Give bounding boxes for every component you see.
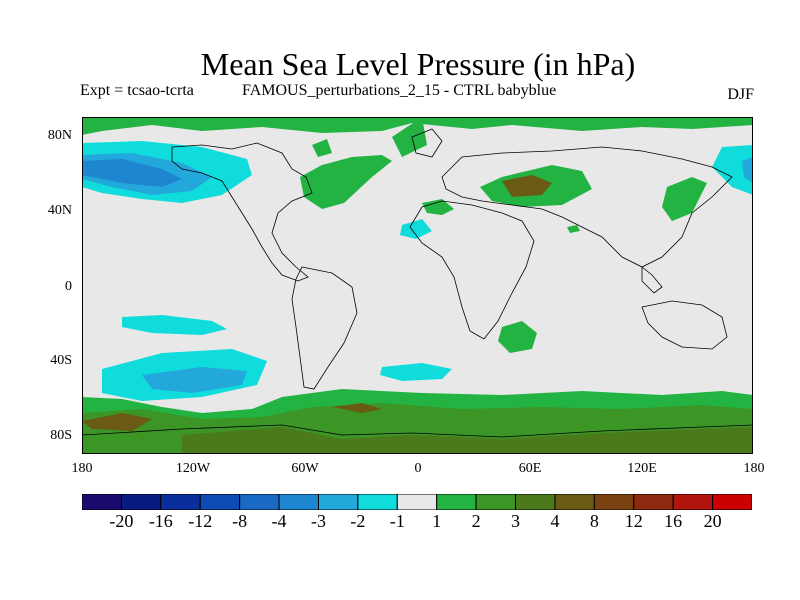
colorbar-swatch [436,494,477,510]
north-atlantic-positive-region [300,155,392,209]
colorbar-swatch [120,494,162,510]
lon-label-120e: 120E [627,461,657,476]
colorbar-swatch [199,494,241,510]
colorbar-swatch [712,494,752,510]
perturbation-label: FAMOUS_perturbations_2_15 - CTRL babyblu… [242,82,557,99]
lon-label-120w: 120W [175,461,211,476]
weddell-brown-core [332,403,382,413]
south-pacific-mid-blue [142,367,247,393]
colorbar-swatch [278,494,319,510]
colorbar-swatch [357,494,398,510]
colorbar-tick-label: 4 [550,511,560,531]
colorbar-tick-label: -1 [389,511,405,531]
lat-label-40n: 40N [47,203,72,218]
eurasia-brown-core [502,175,552,197]
north-pacific-dark-blue [82,159,182,187]
colorbar-tick-label: -4 [271,511,287,531]
colorbar-tick-label: 1 [432,511,442,531]
lon-label-180e: 180 [743,461,765,476]
kamchatka-light-blue [712,145,753,195]
colorbar-swatch [317,494,359,510]
colorbar-tick-label: 20 [703,511,722,531]
lon-label-60e: 60E [518,461,542,476]
lon-label-0: 0 [414,461,422,476]
south-indian-positive-region [498,321,537,353]
kamchatka-mid-blue [742,157,753,183]
mediterranean-positive-region [422,199,454,215]
subtropical-atlantic-negative [400,219,432,239]
pressure-anomaly-map [82,117,753,454]
colorbar [82,494,752,510]
arctic-positive-region [82,117,753,135]
colorbar-swatch [396,494,438,510]
east-asia-positive-region [662,177,707,221]
colorbar-tick-label: 12 [624,511,643,531]
colorbar-tick-label: -16 [148,511,173,531]
south-pacific-light-blue-1 [122,315,227,335]
colorbar-swatch [593,494,635,510]
colorbar-tick-label: 3 [511,511,521,531]
map-frame [82,117,753,454]
lon-label-60w: 60W [291,461,319,476]
colorbar-tick-label: -8 [232,511,248,531]
colorbar-tick-label: 16 [664,511,683,531]
lat-label-80n: 80N [47,128,72,143]
colorbar-tick-label: -2 [350,511,366,531]
season-label: DJF [727,86,754,103]
colorbar-swatch [239,494,280,510]
lat-label-0: 0 [65,279,72,294]
colorbar-tick-label: -3 [310,511,326,531]
colorbar-swatch [672,494,714,510]
greenland-positive-region [392,117,427,157]
lat-label-80s: 80S [50,428,72,443]
colorbar-swatch [160,494,201,510]
colorbar-tick-label: 8 [589,511,599,531]
experiment-label: Expt = tcsao-tcrta [80,82,194,99]
antarctica-dark-green [182,427,753,454]
coastlines [82,128,753,438]
colorbar-swatch [475,494,517,510]
colorbar-swatch [515,494,556,510]
colorbar-swatch [554,494,595,510]
colorbar-tick-label: -12 [188,511,213,531]
chart-title: Mean Sea Level Pressure (in hPa) [200,46,636,82]
south-atlantic-light-blue [380,363,452,381]
colorbar-tick-label: 2 [471,511,481,531]
lon-label-180w: 180 [71,461,93,476]
ross-sea-brown-core [82,413,152,431]
colorbar-swatch [633,494,674,510]
arabian-positive-spot [567,225,580,233]
labrador-positive-region [312,139,332,157]
colorbar-swatch [82,494,122,510]
lat-label-40s: 40S [50,353,72,368]
colorbar-tick-label: -20 [109,511,134,531]
